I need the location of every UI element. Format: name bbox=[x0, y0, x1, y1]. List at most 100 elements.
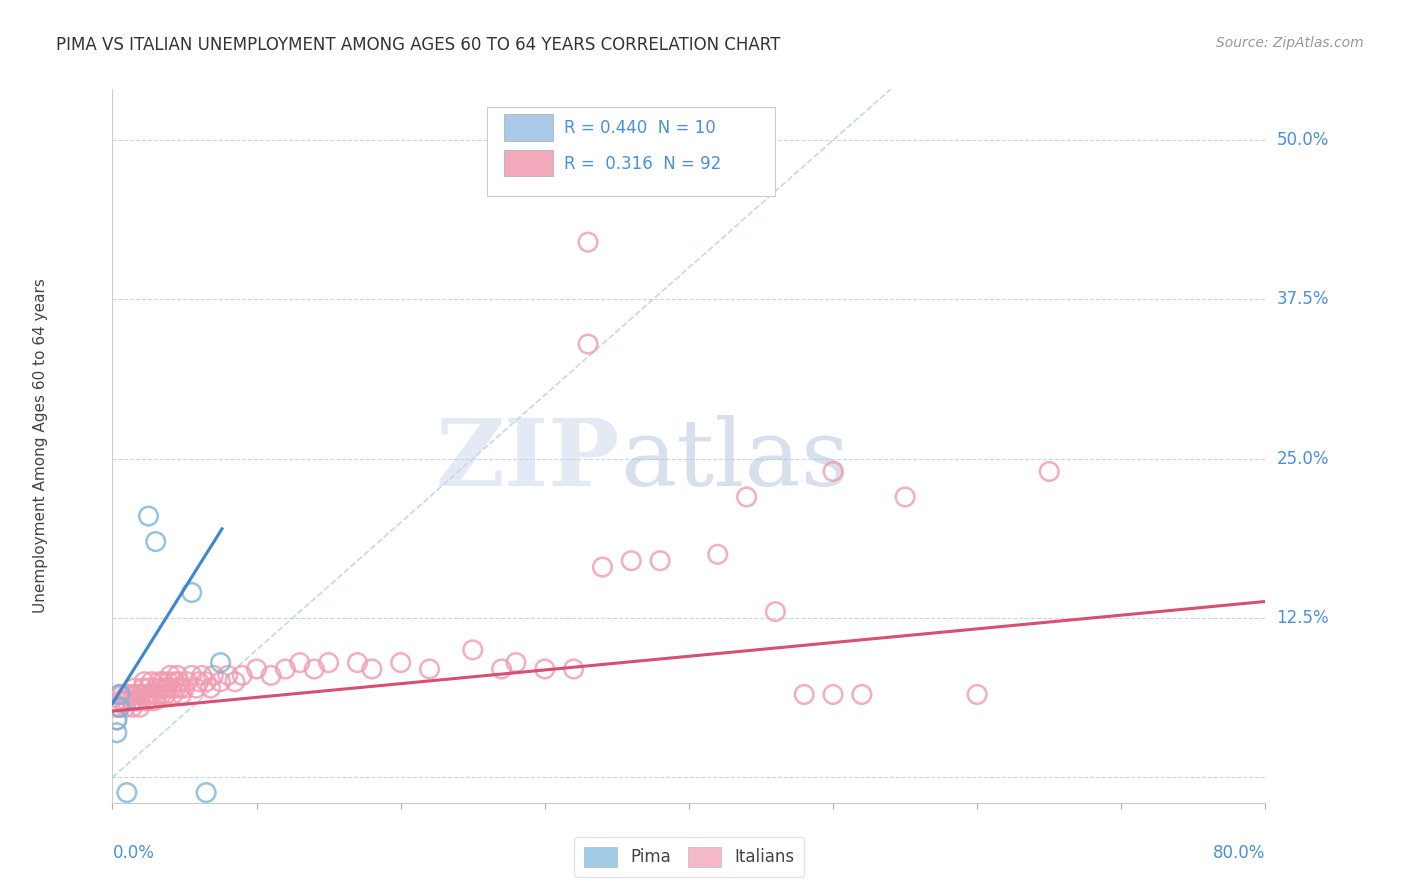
Text: PIMA VS ITALIAN UNEMPLOYMENT AMONG AGES 60 TO 64 YEARS CORRELATION CHART: PIMA VS ITALIAN UNEMPLOYMENT AMONG AGES … bbox=[56, 36, 780, 54]
Text: 37.5%: 37.5% bbox=[1277, 291, 1329, 309]
Point bbox=[108, 700, 131, 714]
Point bbox=[111, 688, 134, 702]
Point bbox=[138, 681, 160, 695]
Text: R = 0.440  N = 10: R = 0.440 N = 10 bbox=[564, 120, 716, 137]
Point bbox=[105, 713, 128, 727]
Point bbox=[108, 700, 131, 714]
Point bbox=[318, 656, 340, 670]
Point bbox=[150, 688, 173, 702]
Point bbox=[821, 465, 844, 479]
FancyBboxPatch shape bbox=[505, 114, 553, 141]
Point bbox=[138, 509, 160, 524]
Point bbox=[200, 681, 222, 695]
Point bbox=[153, 681, 176, 695]
Point bbox=[224, 674, 246, 689]
Point bbox=[195, 786, 218, 800]
Point bbox=[195, 674, 218, 689]
Point bbox=[142, 688, 165, 702]
Point bbox=[346, 656, 368, 670]
Text: R =  0.316  N = 92: R = 0.316 N = 92 bbox=[564, 155, 721, 173]
Point bbox=[121, 700, 143, 714]
Point bbox=[118, 688, 141, 702]
FancyBboxPatch shape bbox=[505, 150, 553, 177]
Point bbox=[139, 688, 162, 702]
Point bbox=[576, 337, 599, 351]
Point bbox=[165, 681, 187, 695]
Text: 12.5%: 12.5% bbox=[1277, 609, 1329, 627]
Point bbox=[148, 674, 170, 689]
Point bbox=[620, 554, 643, 568]
Point bbox=[260, 668, 283, 682]
Point bbox=[145, 534, 167, 549]
Point bbox=[157, 674, 180, 689]
Point bbox=[188, 674, 211, 689]
Point bbox=[461, 643, 484, 657]
Point bbox=[146, 688, 169, 702]
Point bbox=[125, 688, 148, 702]
Point bbox=[706, 547, 728, 561]
Point bbox=[159, 668, 181, 682]
Point bbox=[209, 656, 232, 670]
Point bbox=[145, 681, 167, 695]
Point bbox=[360, 662, 382, 676]
Point bbox=[136, 694, 159, 708]
Point bbox=[821, 688, 844, 702]
Point bbox=[419, 662, 441, 676]
Point bbox=[143, 694, 166, 708]
Point bbox=[110, 694, 132, 708]
Point bbox=[209, 674, 232, 689]
Point bbox=[793, 688, 815, 702]
Point bbox=[170, 688, 193, 702]
Point bbox=[128, 700, 150, 714]
Point bbox=[505, 656, 527, 670]
Point bbox=[245, 662, 267, 676]
Point bbox=[894, 490, 917, 504]
Point bbox=[115, 786, 138, 800]
Point bbox=[180, 668, 202, 682]
Point bbox=[155, 688, 177, 702]
Point bbox=[576, 235, 599, 249]
Point bbox=[115, 694, 138, 708]
Point bbox=[274, 662, 297, 676]
Point bbox=[735, 490, 758, 504]
Point bbox=[851, 688, 873, 702]
Point bbox=[288, 656, 311, 670]
Point bbox=[191, 668, 214, 682]
Point bbox=[105, 713, 128, 727]
Point bbox=[129, 688, 153, 702]
Point bbox=[169, 681, 191, 695]
Text: ZIP: ZIP bbox=[436, 416, 620, 505]
Point bbox=[533, 662, 555, 676]
Point bbox=[104, 700, 127, 714]
Point bbox=[304, 662, 326, 676]
Point bbox=[176, 674, 198, 689]
Point bbox=[765, 605, 787, 619]
Point bbox=[105, 725, 128, 739]
Point bbox=[180, 585, 202, 599]
Text: 25.0%: 25.0% bbox=[1277, 450, 1329, 467]
Text: 50.0%: 50.0% bbox=[1277, 131, 1329, 149]
Point bbox=[156, 681, 179, 695]
Point bbox=[132, 681, 155, 695]
Point bbox=[112, 694, 135, 708]
Point bbox=[135, 688, 157, 702]
Legend: Pima, Italians: Pima, Italians bbox=[574, 838, 804, 877]
Point bbox=[167, 674, 190, 689]
Point bbox=[166, 668, 188, 682]
Text: Unemployment Among Ages 60 to 64 years: Unemployment Among Ages 60 to 64 years bbox=[32, 278, 48, 614]
Point bbox=[108, 688, 131, 702]
Point bbox=[114, 700, 136, 714]
Point bbox=[162, 688, 184, 702]
Point bbox=[141, 674, 163, 689]
Point bbox=[966, 688, 988, 702]
Point bbox=[202, 668, 225, 682]
Point bbox=[152, 674, 174, 689]
Point bbox=[592, 560, 614, 574]
Point bbox=[122, 688, 145, 702]
Point bbox=[120, 694, 142, 708]
Point bbox=[160, 681, 183, 695]
Point bbox=[122, 681, 145, 695]
Point bbox=[389, 656, 412, 670]
Point bbox=[184, 681, 207, 695]
Text: 80.0%: 80.0% bbox=[1213, 845, 1265, 863]
